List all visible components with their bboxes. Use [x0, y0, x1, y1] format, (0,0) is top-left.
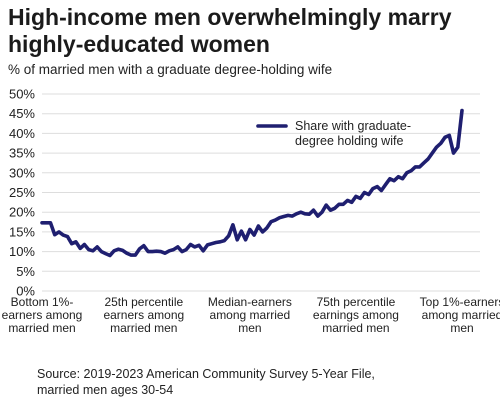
x-tick-label-line: earnings among — [313, 308, 399, 322]
y-tick-label: 25% — [9, 185, 35, 200]
x-tick-label-line: Median-earners — [208, 295, 292, 309]
y-tick-label: 15% — [9, 224, 35, 239]
x-tick-label: Median-earners among married men — [208, 295, 292, 335]
x-tick-label-line: married men — [322, 321, 389, 335]
x-tick-label-line: among married — [210, 308, 291, 322]
y-tick-label: 0% — [16, 284, 35, 299]
legend-label: Share with graduate-degree holding wife — [295, 119, 411, 148]
y-tick-label: 40% — [9, 126, 35, 141]
y-tick-label: 35% — [9, 146, 35, 161]
y-tick-label: 20% — [9, 205, 35, 220]
y-tick-label: 30% — [9, 165, 35, 180]
x-tick-label-line: among married — [422, 308, 500, 322]
x-tick-label: Bottom 1%-earners among married men — [2, 295, 83, 335]
x-tick-label: 75th percentile earnings among married men — [313, 295, 399, 335]
x-tick-label: 25th percentile earners among married men — [103, 295, 184, 335]
x-tick-label-line: 25th percentile — [104, 295, 183, 309]
x-tick-label-line: earners among — [103, 308, 184, 322]
x-tick-label: Top 1%-earners among married men — [420, 295, 500, 335]
y-tick-label: 50% — [9, 87, 35, 102]
x-tick-label-line: earners among — [2, 308, 83, 322]
chart-title: High-income men overwhelmingly marry hig… — [8, 4, 452, 57]
y-tick-label: 5% — [16, 264, 35, 279]
x-tick-label-line: men — [450, 321, 473, 335]
x-tick-label-line: Top 1%-earners — [420, 295, 500, 309]
legend-label-line: degree holding wife — [295, 134, 403, 148]
x-tick-label-line: married men — [8, 321, 75, 335]
x-tick-label-line: men — [238, 321, 261, 335]
chart-subtitle: % of married men with a graduate degree-… — [8, 62, 333, 77]
y-axis-ticks: 0% 5% 10% 15% 20% 25% 30% 35% 40% 45% 50% — [9, 87, 35, 299]
gridlines — [42, 93, 480, 292]
series-line — [40, 108, 464, 258]
x-tick-label-line: Bottom 1%- — [11, 295, 74, 309]
x-tick-label-line: married men — [110, 321, 177, 335]
source-note: Source: 2019-2023 American Community Sur… — [37, 367, 375, 397]
legend: Share with graduate-degree holding wife — [256, 119, 411, 148]
x-tick-label-line: 75th percentile — [317, 295, 396, 309]
y-tick-label: 10% — [9, 244, 35, 259]
y-tick-label: 45% — [9, 106, 35, 121]
series-layer — [40, 108, 464, 258]
legend-label-line: Share with graduate- — [295, 119, 411, 133]
